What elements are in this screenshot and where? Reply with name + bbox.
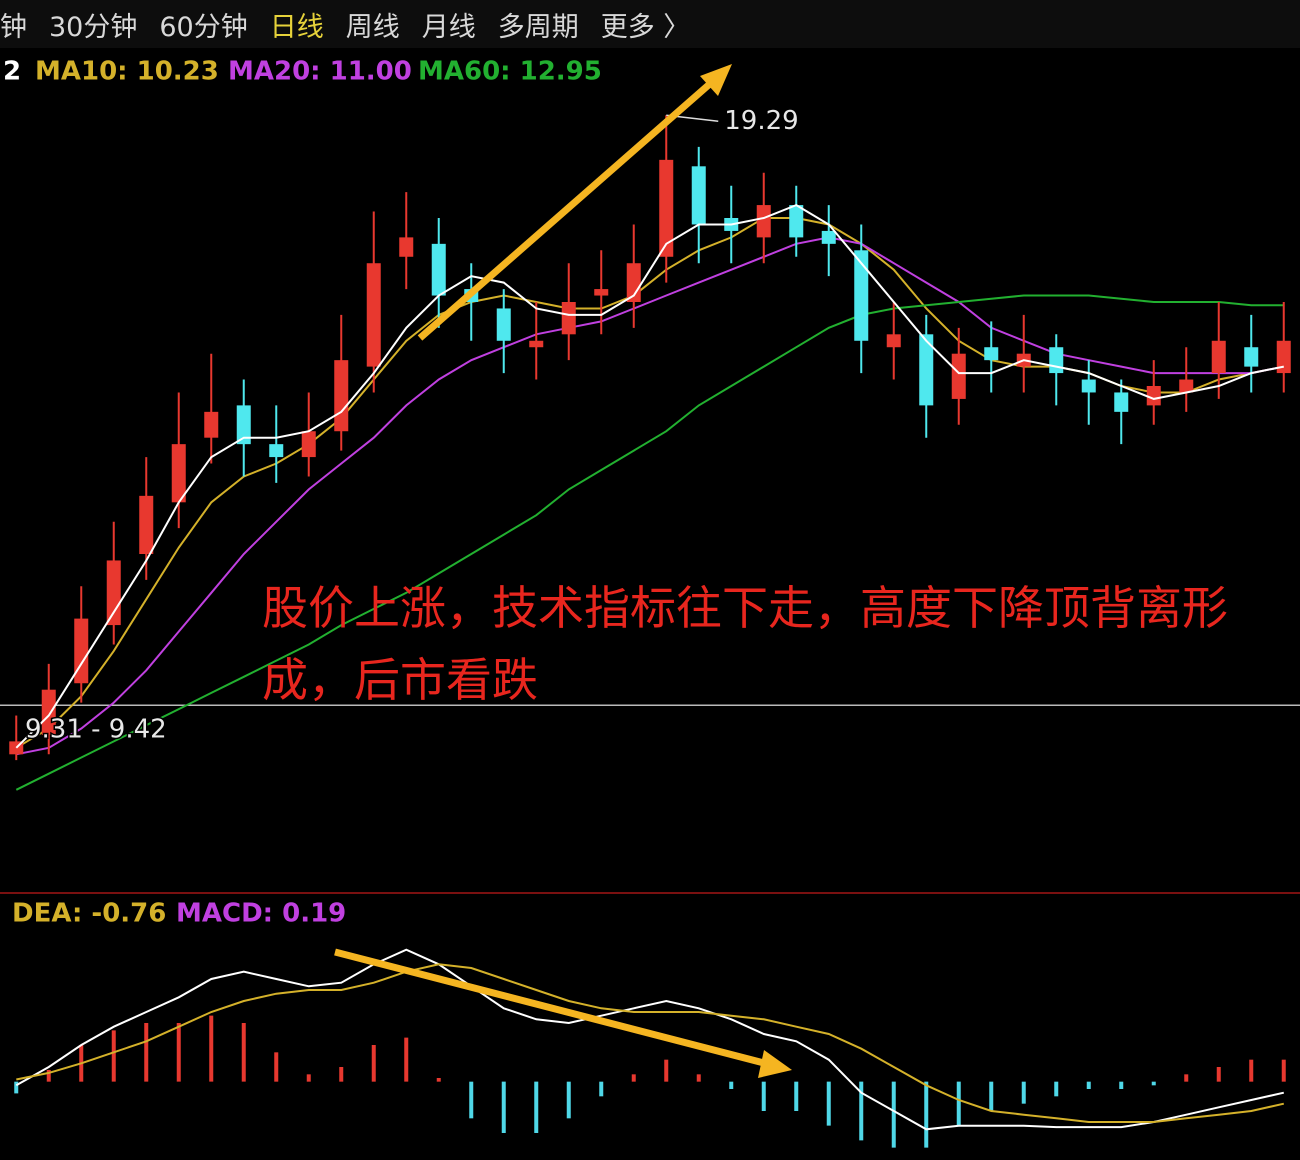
period-tab[interactable]: 周线 — [345, 11, 400, 43]
candle-body — [1179, 379, 1194, 393]
candle-body — [1276, 340, 1291, 374]
legend-entry: MA10: 10.23 — [35, 57, 219, 87]
candle-body — [334, 360, 349, 432]
trend-arrow — [334, 948, 769, 1068]
candle-body — [951, 353, 966, 399]
candle-body — [399, 237, 414, 257]
candle-body — [301, 431, 316, 458]
candle-body — [561, 302, 576, 335]
candle-body — [756, 205, 771, 238]
candle-body — [1081, 379, 1096, 393]
candle-body — [236, 405, 251, 445]
candle-body — [821, 230, 836, 244]
legend-entry: MA60: 12.95 — [418, 57, 602, 87]
indicator-line — [16, 963, 1285, 1123]
indicator-line — [15, 203, 1284, 749]
candle-body — [659, 159, 674, 257]
legend-entry: DEA: -0.76 — [12, 899, 166, 929]
period-tabs: 钟 30分钟 60分钟 日线 周线 月线 多周期 更多 〉 — [0, 0, 1300, 48]
indicator-line — [15, 948, 1285, 1131]
candle-body — [1211, 340, 1226, 374]
candle-body — [1146, 386, 1161, 406]
indicator-line — [15, 294, 1284, 791]
period-tab[interactable]: 多周期 — [497, 11, 579, 43]
period-tab[interactable]: 月线 — [421, 11, 476, 43]
candle-body — [1049, 347, 1064, 374]
candle-body — [269, 444, 284, 458]
candle-body — [529, 340, 544, 348]
annotation: 股价上涨，技术指标往下走，高度下降顶背离形成，后市看跌 — [262, 581, 1228, 707]
legend-entry: 2 — [3, 57, 21, 87]
candle-body — [854, 250, 869, 341]
candle-body — [204, 411, 219, 438]
period-tab[interactable]: 60分钟 — [159, 11, 248, 43]
legend-entry: MA20: 11.00 — [228, 57, 412, 87]
period-tab[interactable]: 日线 — [269, 11, 324, 43]
candle-body — [1114, 392, 1129, 412]
candle-body — [594, 289, 609, 296]
period-tab[interactable]: 30分钟 — [49, 11, 138, 43]
arrow-head — [700, 64, 732, 96]
candle-body — [886, 334, 901, 348]
candle-body — [106, 560, 121, 626]
candle-body — [496, 308, 511, 341]
candle-body — [74, 618, 89, 684]
trend-arrow — [417, 79, 715, 341]
candle-body — [41, 689, 56, 735]
candle-body — [984, 347, 999, 361]
candle-body — [691, 166, 706, 225]
candle-body — [139, 495, 154, 554]
candle-body — [366, 263, 381, 367]
arrow-head — [758, 1050, 792, 1078]
candle-body — [919, 334, 934, 406]
period-tab[interactable]: 钟 — [0, 11, 27, 43]
candle-body — [789, 205, 804, 238]
indicator-line — [16, 236, 1284, 756]
low-label: 9.31 - 9.42 — [25, 715, 167, 745]
legend-entry: MACD: 0.19 — [176, 899, 346, 929]
candle-body — [626, 263, 641, 302]
candle-body — [171, 444, 186, 503]
high-label: 19.29 — [724, 106, 798, 136]
candle-body — [1244, 347, 1259, 367]
candle-body — [431, 243, 446, 296]
period-tab[interactable]: 更多 〉 — [600, 11, 691, 43]
